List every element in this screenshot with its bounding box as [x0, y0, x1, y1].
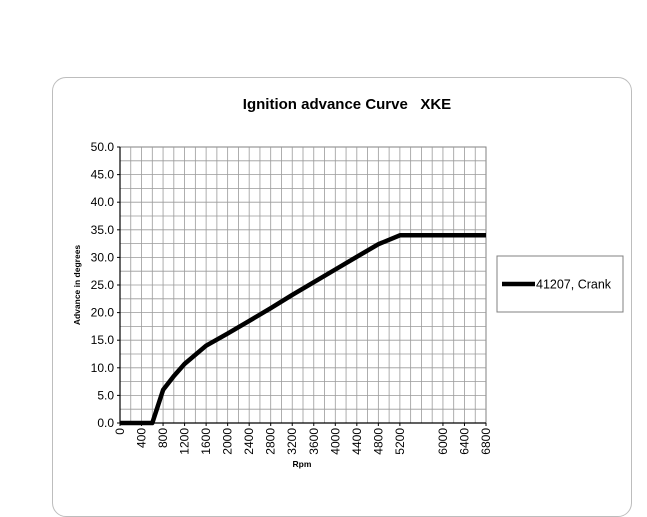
- y-tick-label: 20.0: [91, 306, 115, 320]
- series-layer: [120, 233, 486, 426]
- y-tick-label: 0.0: [97, 416, 114, 430]
- x-tick-label: 6400: [457, 428, 471, 455]
- y-tick-label: 15.0: [91, 333, 115, 347]
- x-tick-label: 4800: [371, 428, 385, 455]
- grid: [119, 146, 487, 424]
- x-tick-label: 6800: [479, 428, 493, 455]
- chart-title: Ignition advance Curve XKE: [243, 96, 451, 113]
- x-tick-label: 1600: [199, 428, 213, 455]
- x-tick-label: 3600: [307, 428, 321, 455]
- x-tick-label: 2800: [264, 428, 278, 455]
- axes: 0.0 5.0 10.0 15.0 20.0 25.0 30.0 35.0 40.0 45.0 50…: [91, 140, 493, 455]
- y-tick-label: 40.0: [91, 195, 115, 209]
- x-tick-label: 5200: [393, 428, 407, 455]
- x-tick-label: 1200: [178, 428, 192, 455]
- y-tick-label: 50.0: [91, 140, 115, 154]
- y-tick-label: 25.0: [91, 278, 115, 292]
- x-tick-label: 800: [156, 428, 170, 448]
- x-tick-label: 2000: [221, 428, 235, 455]
- x-tick-label: 3200: [285, 428, 299, 455]
- x-tick-label: 0: [113, 428, 127, 435]
- y-tick-label: 30.0: [91, 250, 115, 264]
- y-tick-label: 35.0: [91, 223, 115, 237]
- x-tick-label: 4000: [328, 428, 342, 455]
- x-tick-label: 6000: [436, 428, 450, 455]
- y-tick-label: 5.0: [97, 388, 114, 402]
- x-axis-label: Rpm: [293, 459, 312, 469]
- ignition-advance-chart: 0.0 5.0 10.0 15.0 20.0 25.0 30.0 35.0 40.0 45.0 50…: [72, 96, 624, 469]
- legend-entry-label: 41207, Crank: [536, 278, 612, 292]
- y-axis-label: Advance in degrees: [72, 245, 82, 326]
- legend: 41207, Crank: [496, 255, 624, 313]
- x-tick-label: 400: [135, 428, 149, 448]
- series-line: [120, 233, 486, 426]
- x-tick-label: 2400: [242, 428, 256, 455]
- y-tick-label: 45.0: [91, 168, 115, 182]
- y-tick-label: 10.0: [91, 361, 115, 375]
- x-tick-label: 4400: [350, 428, 364, 455]
